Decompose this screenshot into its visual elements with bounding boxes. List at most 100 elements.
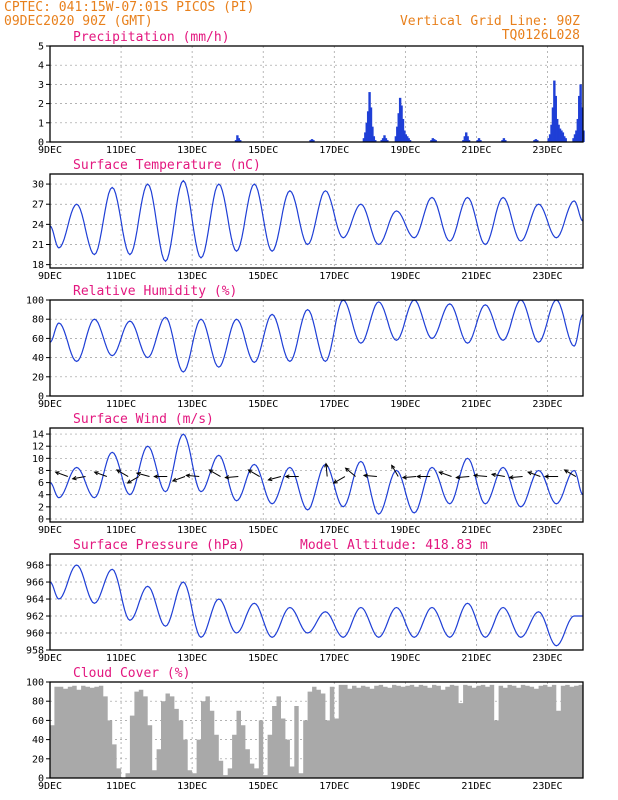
x-tick-label: 21DEC (461, 399, 491, 410)
wind-arrow (509, 476, 523, 479)
panel-precipitation: Precipitation (mm/h) 9DEC 11DEC 13DEC 15DEC 1… (38, 30, 585, 156)
panel-wind: Surface Wind (m/s) 9DEC 11DEC 13DEC 15DEC 17D… (32, 412, 584, 536)
precip-bar (408, 140, 412, 142)
wind-arrow-head (490, 472, 497, 478)
wind-arrow (136, 472, 150, 477)
y-tick-label: 960 (26, 629, 44, 640)
y-tick-label: 968 (26, 561, 44, 572)
x-tick-label: 17DEC (319, 525, 349, 536)
precip-bar (501, 140, 504, 142)
y-tick-label: 964 (26, 595, 44, 606)
cloud-cover-area (50, 684, 583, 778)
precip-bar (433, 139, 436, 142)
wind-arrow (333, 476, 346, 484)
precip-bar (462, 140, 465, 142)
x-tick-label: 23DEC (532, 145, 562, 156)
x-tick-label: 15DEC (248, 399, 278, 410)
precip-bar (366, 111, 370, 142)
panel-pressure: Surface Pressure (hPa) Model Altitude: 41… (26, 538, 584, 664)
x-tick-label: 11DEC (106, 271, 136, 282)
x-tick-label: 23DEC (532, 653, 562, 664)
wind-arrow-head (438, 471, 444, 476)
wind-arrow (439, 471, 452, 477)
panel-frame (49, 427, 584, 523)
y-tick-label: 100 (26, 678, 44, 689)
wind-arrow-head (455, 475, 461, 480)
y-tick-label: 0 (38, 774, 44, 785)
wind-arrow (456, 476, 470, 479)
wind-arrow (402, 476, 417, 479)
precip-bar (401, 118, 405, 142)
x-tick-label: 15DEC (248, 525, 278, 536)
panel-frame (49, 45, 584, 143)
wind-arrow (564, 469, 577, 477)
wind-arrow (248, 469, 260, 477)
precip-bar (561, 132, 565, 142)
panel-frame (49, 173, 584, 269)
precip-bar (310, 139, 314, 142)
precip-bar (534, 139, 538, 142)
wind-arrow-head (115, 469, 121, 474)
wind-arrow (225, 476, 239, 479)
precip-bar (479, 140, 482, 142)
wind-arrow-head (153, 474, 159, 479)
precip-bar (463, 136, 467, 142)
x-tick-label: 9DEC (38, 781, 62, 792)
y-tick-label: 3 (38, 80, 44, 91)
y-tick-label: 100 (26, 296, 44, 307)
panel-title-temperature: Surface Temperature (nC) (73, 158, 261, 173)
y-tick-label: 2 (38, 502, 44, 513)
wind-arrow (72, 476, 86, 480)
precip-bar (434, 140, 437, 142)
y-tick-label: 14 (32, 430, 44, 441)
x-tick-label: 9DEC (38, 399, 62, 410)
x-tick-label: 15DEC (248, 781, 278, 792)
wind-arrow-head (508, 475, 514, 480)
wind-arrow-head (208, 469, 214, 474)
wind-arrow-head (71, 475, 77, 481)
y-tick-label: 30 (32, 180, 44, 191)
precip-bar (578, 95, 581, 142)
y-tick-label: 18 (32, 260, 44, 271)
x-tick-label: 19DEC (390, 781, 420, 792)
x-tick-label: 23DEC (532, 271, 562, 282)
wind-arrow (116, 469, 129, 477)
y-tick-label: 60 (32, 334, 44, 345)
wind-arrow-head (171, 477, 177, 482)
wind-arrow (491, 473, 505, 478)
header-station: CPTEC: 041:15W-07:01S PICOS (PI) (4, 0, 254, 15)
x-tick-label: 13DEC (177, 781, 207, 792)
y-tick-label: 80 (32, 697, 44, 708)
precip-bar (579, 84, 582, 142)
wind-arrow-head (185, 473, 191, 478)
wind-arrow (325, 463, 328, 477)
wind-arrow-head (126, 479, 132, 484)
wind-arrow-head (284, 474, 290, 479)
wind-arrow-head (401, 475, 407, 480)
panel-frame (49, 299, 584, 397)
x-tick-label: 9DEC (38, 525, 62, 536)
x-tick-label: 21DEC (461, 525, 491, 536)
precip-bar (551, 107, 555, 142)
panel-title-pressure: Surface Pressure (hPa) (73, 538, 245, 553)
x-tick-label: 17DEC (319, 271, 349, 282)
x-tick-label: 9DEC (38, 653, 62, 664)
wind-arrow (474, 474, 488, 478)
x-tick-label: 13DEC (177, 145, 207, 156)
precip-bar (362, 138, 366, 142)
precip-bar (557, 124, 560, 142)
precip-bar (477, 138, 481, 142)
y-tick-label: 0 (38, 138, 44, 149)
precip-bar (404, 134, 408, 142)
x-tick-label: 21DEC (461, 271, 491, 282)
precip-bar (560, 130, 563, 142)
x-tick-label: 15DEC (248, 271, 278, 282)
precip-bar (407, 138, 410, 142)
precip-bar (374, 140, 377, 142)
panel-title-cloud: Cloud Cover (%) (73, 666, 190, 681)
precip-bar (466, 136, 469, 142)
wind-arrow-head (332, 479, 338, 484)
series-line-wind (49, 433, 584, 515)
precip-bar (397, 113, 400, 142)
series-line-humidity (49, 299, 584, 373)
